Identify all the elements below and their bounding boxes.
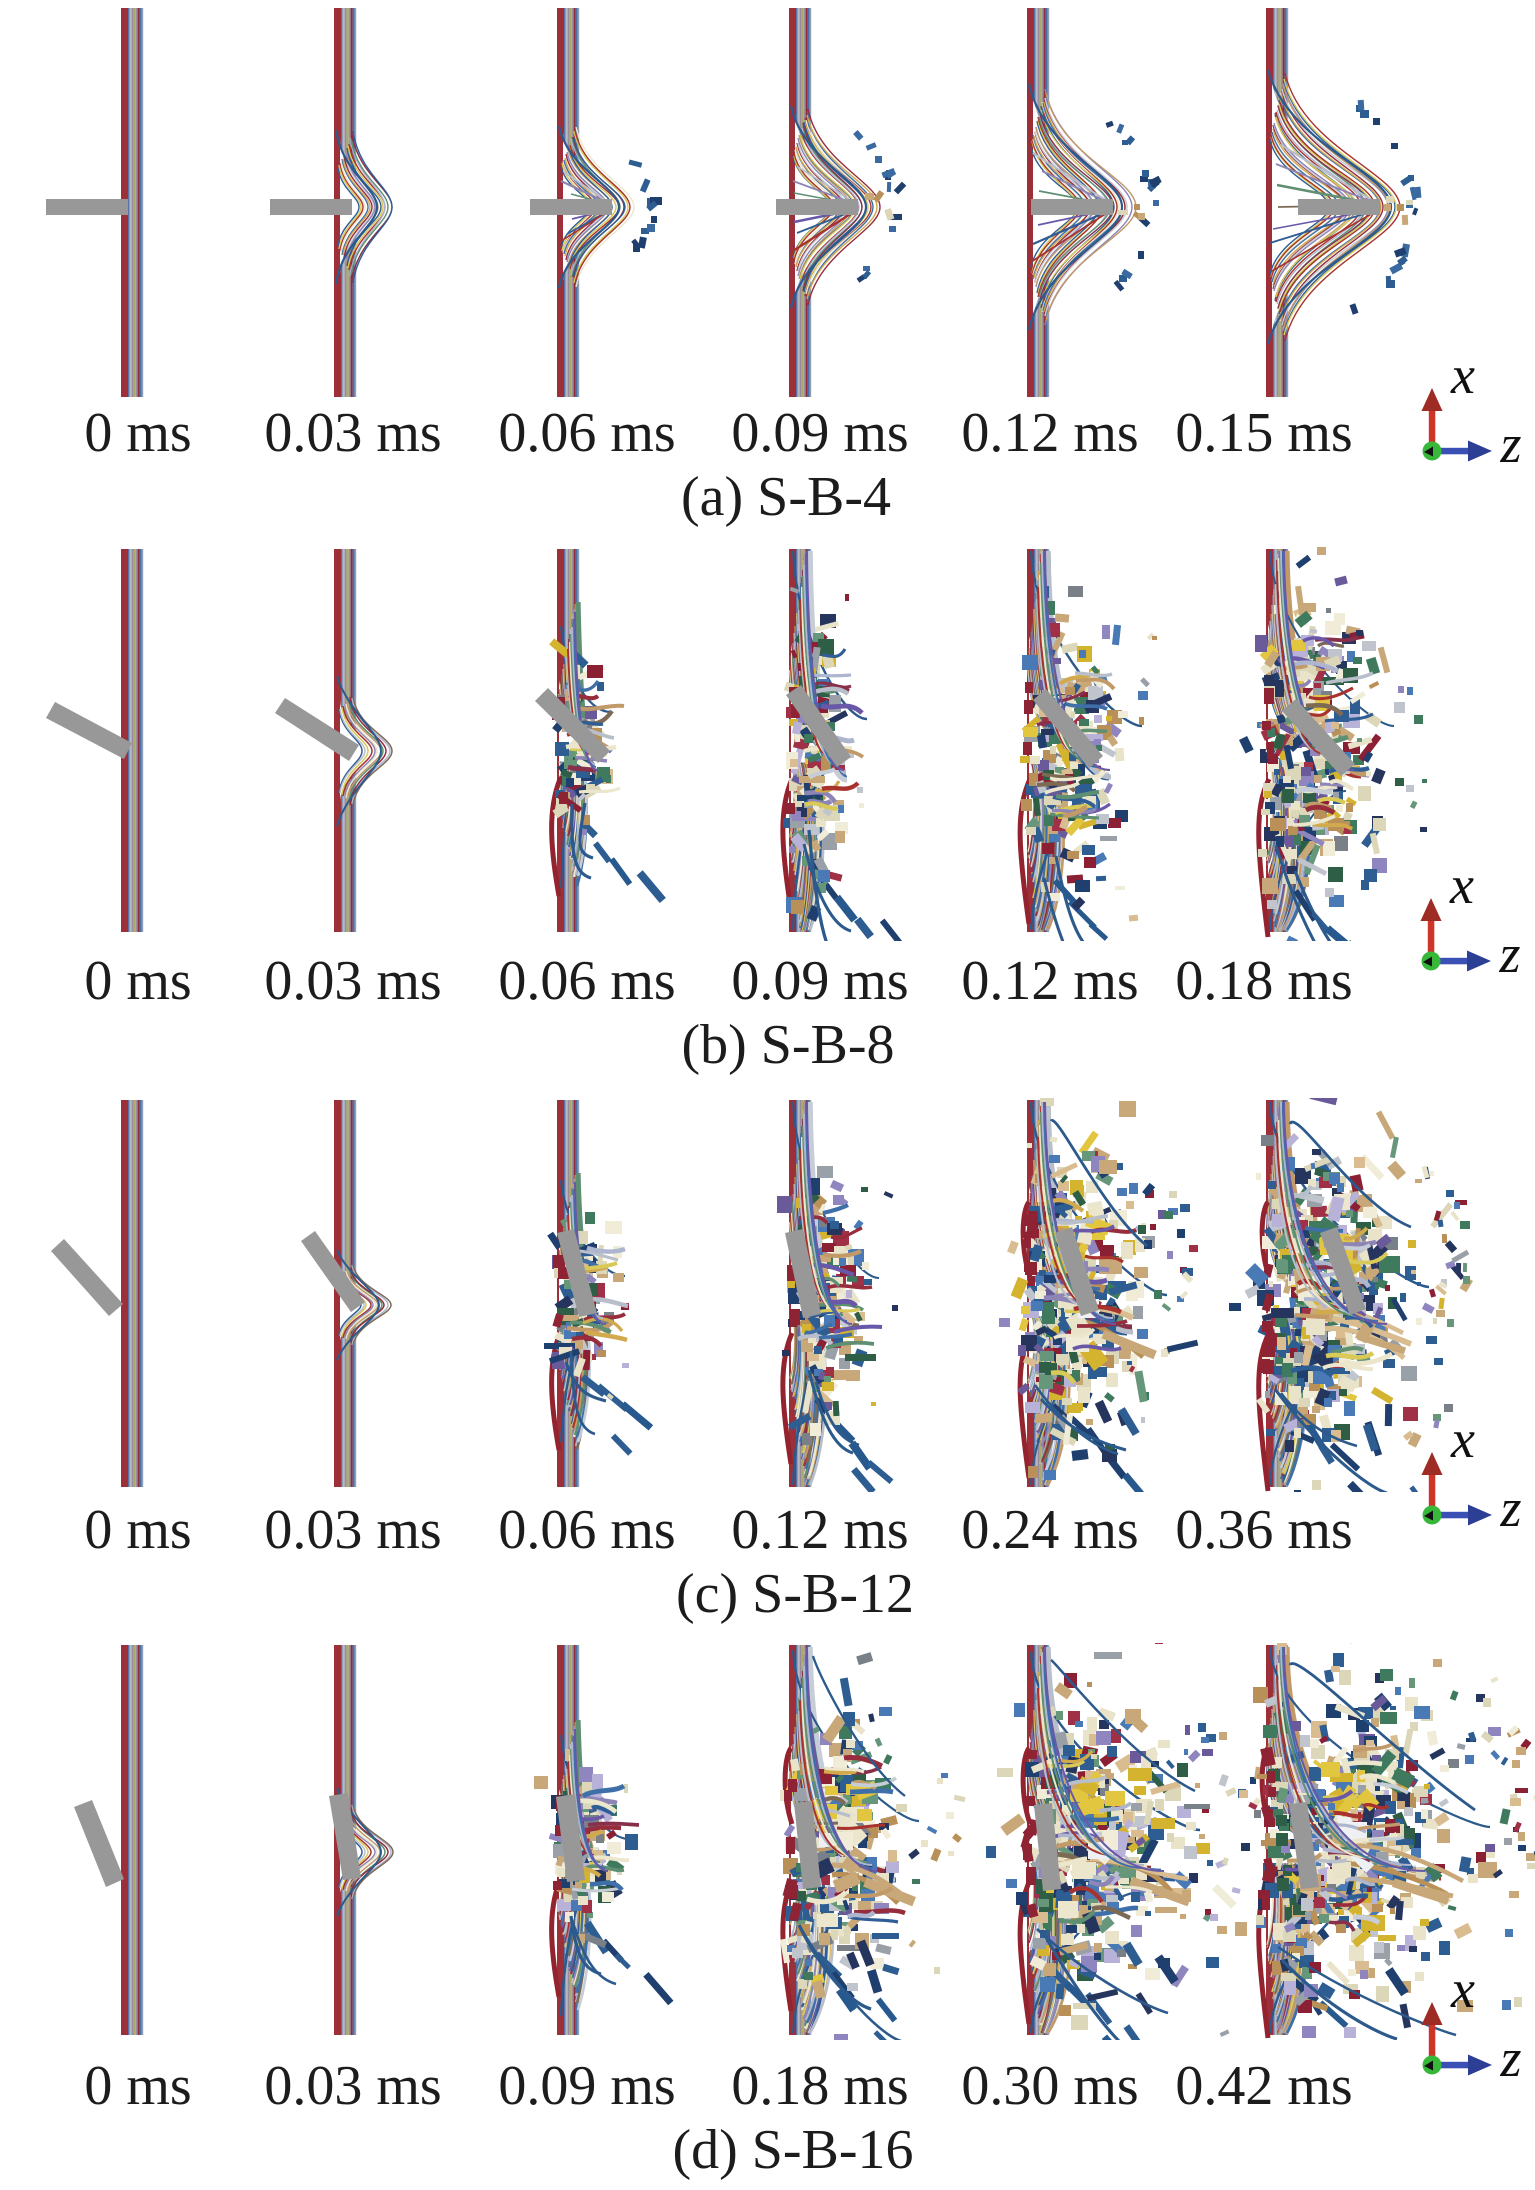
svg-text:(b) S-B-8: (b) S-B-8 — [681, 1014, 894, 1076]
svg-text:0.15 ms: 0.15 ms — [1175, 402, 1352, 464]
svg-text:0.36 ms: 0.36 ms — [1175, 1499, 1352, 1561]
svg-text:0.24 ms: 0.24 ms — [961, 1499, 1138, 1561]
svg-text:x: x — [1449, 855, 1474, 915]
svg-text:z: z — [1499, 1478, 1521, 1538]
svg-text:0.06 ms: 0.06 ms — [498, 402, 675, 464]
svg-text:0.09 ms: 0.09 ms — [731, 950, 908, 1012]
svg-text:0.03 ms: 0.03 ms — [264, 1499, 441, 1561]
svg-text:z: z — [1498, 924, 1520, 984]
svg-text:0 ms: 0 ms — [84, 402, 191, 464]
svg-text:0.09 ms: 0.09 ms — [498, 2055, 675, 2117]
svg-text:x: x — [1450, 1959, 1475, 2019]
svg-text:0.03 ms: 0.03 ms — [264, 2055, 441, 2117]
svg-text:0.06 ms: 0.06 ms — [498, 1499, 675, 1561]
svg-text:0.42 ms: 0.42 ms — [1175, 2055, 1352, 2117]
svg-text:0 ms: 0 ms — [84, 2055, 191, 2117]
svg-text:0.12 ms: 0.12 ms — [961, 402, 1138, 464]
svg-text:0 ms: 0 ms — [84, 950, 191, 1012]
svg-text:(c) S-B-12: (c) S-B-12 — [676, 1563, 914, 1625]
svg-text:0.06 ms: 0.06 ms — [498, 950, 675, 1012]
svg-text:0.18 ms: 0.18 ms — [1175, 950, 1352, 1012]
svg-text:(a) S-B-4: (a) S-B-4 — [681, 466, 891, 528]
svg-text:0.03 ms: 0.03 ms — [264, 402, 441, 464]
svg-text:x: x — [1450, 1409, 1475, 1469]
svg-text:0.18 ms: 0.18 ms — [731, 2055, 908, 2117]
svg-text:z: z — [1499, 2028, 1521, 2088]
svg-text:0.09 ms: 0.09 ms — [731, 402, 908, 464]
svg-text:0.03 ms: 0.03 ms — [264, 950, 441, 1012]
svg-text:z: z — [1499, 414, 1521, 474]
svg-text:x: x — [1450, 345, 1475, 405]
svg-text:(d) S-B-16: (d) S-B-16 — [672, 2119, 913, 2181]
svg-text:0.12 ms: 0.12 ms — [731, 1499, 908, 1561]
svg-text:0 ms: 0 ms — [84, 1499, 191, 1561]
svg-text:0.30 ms: 0.30 ms — [961, 2055, 1138, 2117]
svg-text:0.12 ms: 0.12 ms — [961, 950, 1138, 1012]
